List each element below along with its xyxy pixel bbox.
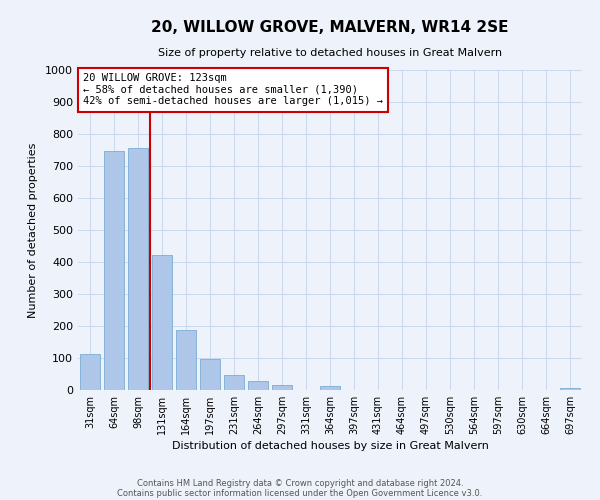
Y-axis label: Number of detached properties: Number of detached properties <box>28 142 38 318</box>
Bar <box>128 148 148 390</box>
Bar <box>272 384 292 390</box>
Text: Size of property relative to detached houses in Great Malvern: Size of property relative to detached ho… <box>158 48 502 58</box>
Bar <box>200 359 220 390</box>
Text: Contains HM Land Registry data © Crown copyright and database right 2024.: Contains HM Land Registry data © Crown c… <box>137 478 463 488</box>
Bar <box>320 386 340 390</box>
Text: 20 WILLOW GROVE: 123sqm
← 58% of detached houses are smaller (1,390)
42% of semi: 20 WILLOW GROVE: 123sqm ← 58% of detache… <box>83 73 383 106</box>
Bar <box>152 255 172 390</box>
Bar <box>248 382 268 390</box>
Text: 20, WILLOW GROVE, MALVERN, WR14 2SE: 20, WILLOW GROVE, MALVERN, WR14 2SE <box>151 20 509 35</box>
Bar <box>176 330 196 390</box>
Bar <box>224 375 244 390</box>
Bar <box>104 150 124 390</box>
X-axis label: Distribution of detached houses by size in Great Malvern: Distribution of detached houses by size … <box>172 441 488 451</box>
Bar <box>560 388 580 390</box>
Text: Contains public sector information licensed under the Open Government Licence v3: Contains public sector information licen… <box>118 488 482 498</box>
Bar <box>80 354 100 390</box>
